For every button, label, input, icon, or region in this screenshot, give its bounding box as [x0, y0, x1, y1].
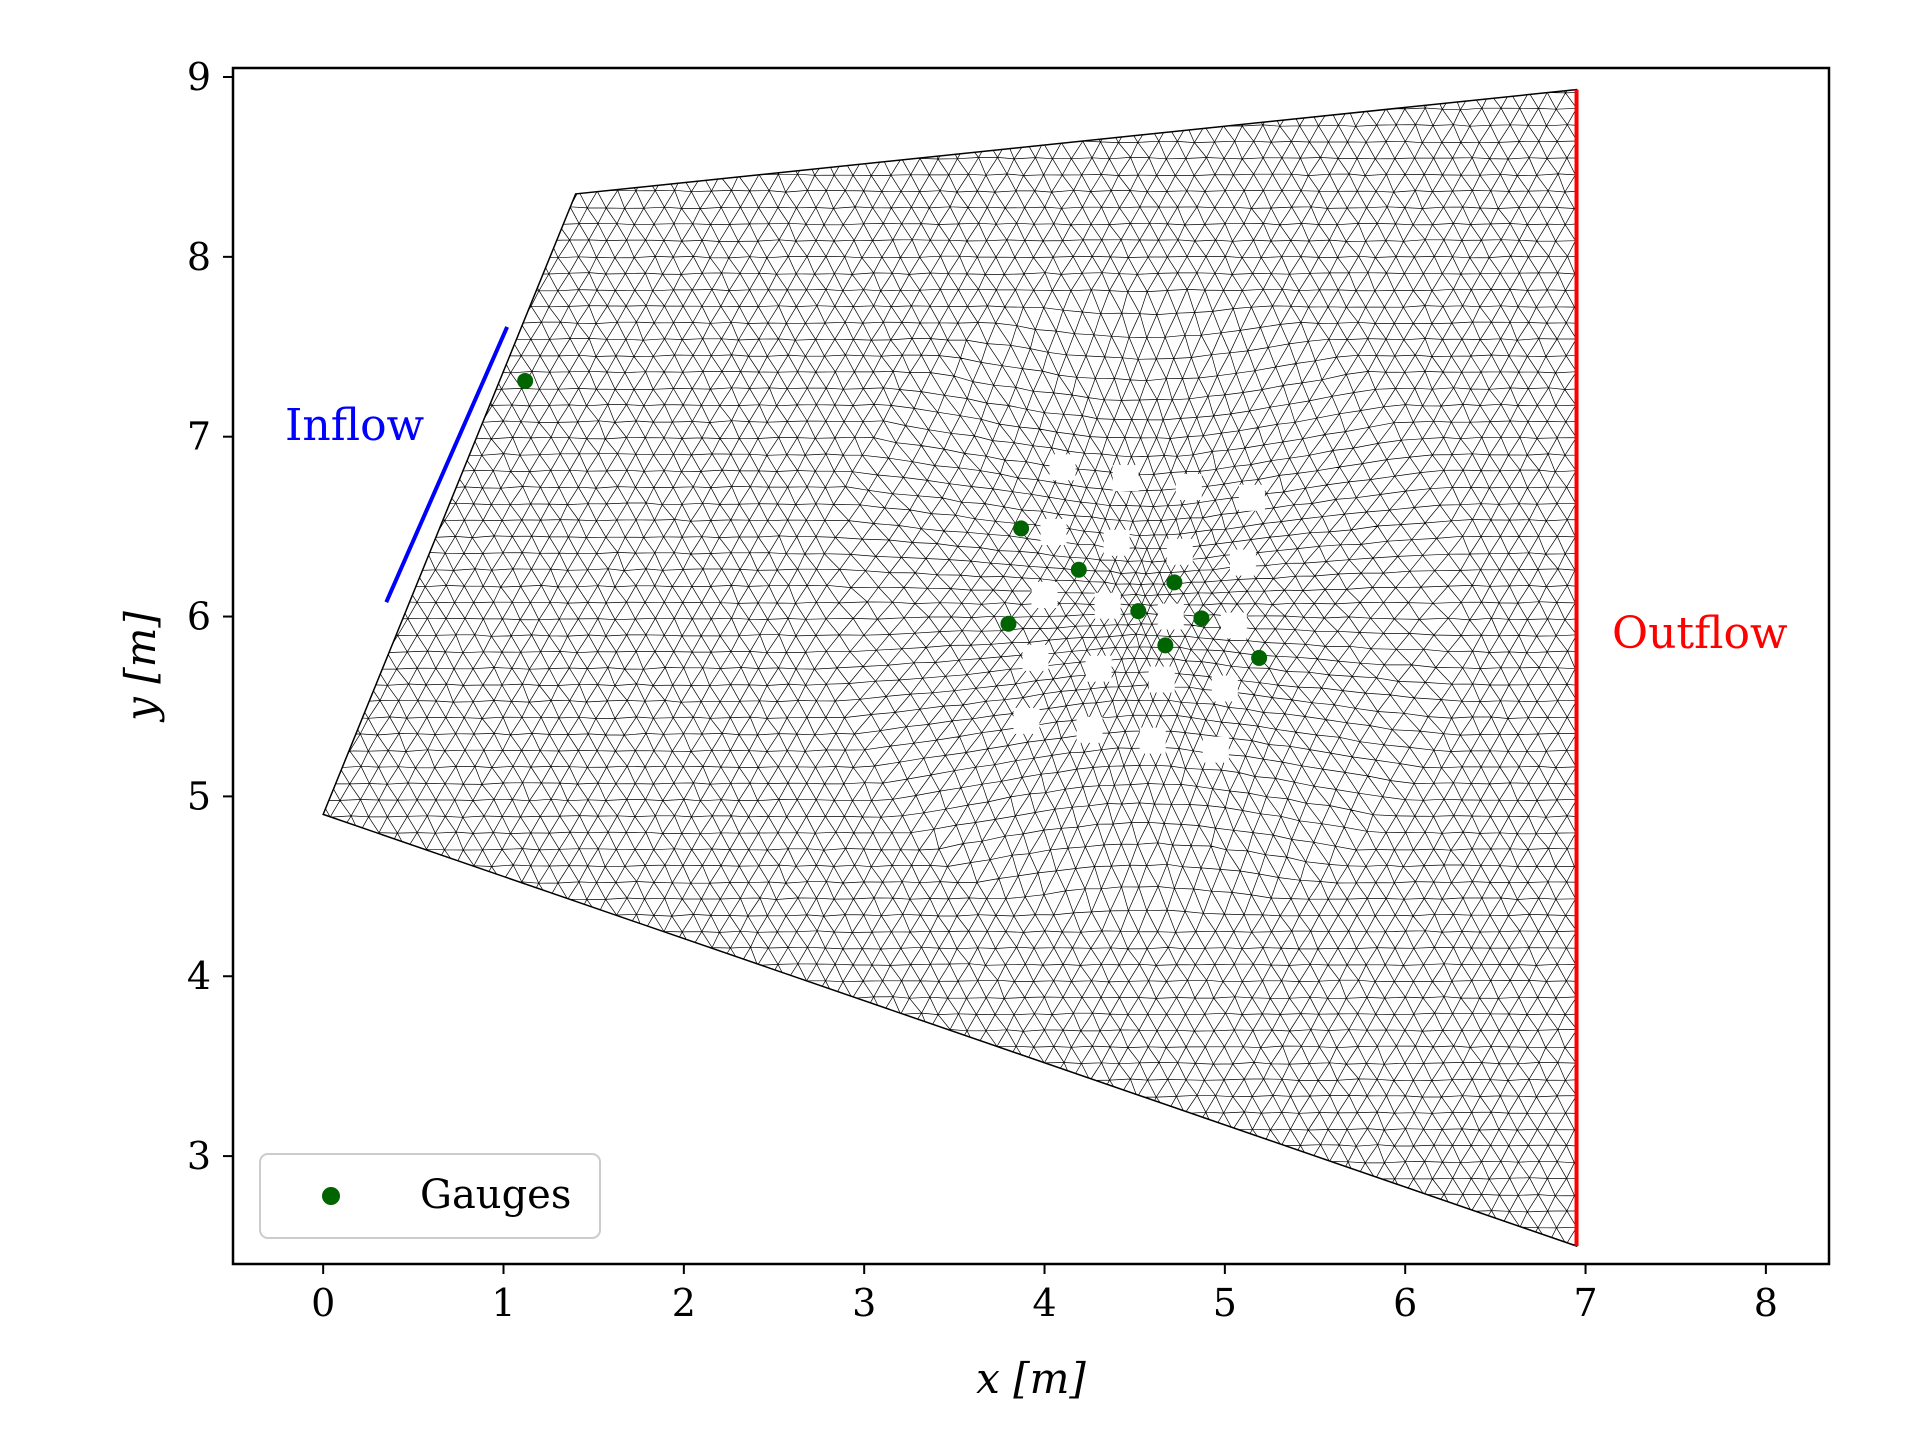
mesh-edges: [323, 89, 1577, 1247]
obstacle-square: [1139, 727, 1166, 754]
gauge-point: [1070, 561, 1087, 578]
obstacle-square: [1031, 581, 1058, 608]
inflow-boundary: [384, 326, 509, 603]
x-tick-label: 3: [852, 1281, 876, 1325]
gauge-point: [1157, 637, 1174, 654]
inflow-label: Inflow: [285, 400, 425, 451]
y-tick-label: 7: [187, 415, 211, 459]
x-axis-ticks: 0 1 2 3 4 5 6 7 8: [311, 1264, 1778, 1325]
outflow-label: Outflow: [1612, 608, 1788, 659]
y-tick-label: 3: [187, 1134, 211, 1178]
legend-gauge-marker: [322, 1187, 340, 1205]
legend-box: [259, 1153, 601, 1239]
obstacle-square: [1022, 644, 1049, 671]
x-tick-label: 5: [1213, 1281, 1237, 1325]
x-tick-label: 4: [1032, 1281, 1056, 1325]
obstacle-square: [1076, 716, 1103, 743]
obstacle-square: [1157, 603, 1184, 630]
obstacle-square: [1229, 549, 1256, 576]
gauge-point: [1251, 649, 1268, 666]
x-tick-label: 8: [1754, 1281, 1778, 1325]
triangular-mesh: [323, 89, 1577, 1247]
y-axis-ticks: 3 4 5 6 7 8 9: [187, 55, 233, 1178]
x-tick-label: 6: [1393, 1281, 1417, 1325]
x-tick-label: 1: [491, 1281, 515, 1325]
y-axis-label: y [m]: [116, 611, 165, 723]
obstacle-square: [1220, 612, 1247, 639]
plot-frame: [231, 66, 1831, 1266]
obstacle-square: [1103, 529, 1130, 556]
obstacle-square: [1112, 465, 1139, 492]
gauge-point: [1130, 603, 1147, 620]
obstacle-square: [1175, 474, 1202, 501]
gauge-point: [1166, 574, 1183, 591]
obstacles: [1013, 454, 1265, 763]
y-tick-label: 8: [187, 235, 211, 279]
domain-background: [323, 89, 1577, 1247]
obstacle-square: [1166, 538, 1193, 565]
y-tick-label: 5: [187, 774, 211, 818]
obstacle-square: [1211, 675, 1238, 702]
obstacle-square: [1013, 707, 1040, 734]
y-tick-label: 9: [187, 55, 211, 99]
gauge-point: [1193, 610, 1210, 627]
gauge-points: [517, 372, 1268, 666]
x-tick-label: 7: [1573, 1281, 1597, 1325]
x-tick-label: 2: [672, 1281, 696, 1325]
legend-gauges-label: Gauges: [420, 1172, 571, 1218]
y-tick-label: 4: [187, 954, 211, 998]
obstacle-square: [1040, 519, 1067, 546]
obstacle-square: [1085, 655, 1112, 682]
x-axis-label: x [m]: [976, 1354, 1086, 1403]
gauge-point: [1013, 520, 1030, 537]
gauge-point: [1000, 615, 1017, 632]
obstacle-square: [1148, 666, 1175, 693]
obstacle-square: [1202, 736, 1229, 763]
obstacle-square: [1049, 454, 1076, 481]
obstacle-square: [1238, 484, 1265, 511]
legend: Gauges: [259, 1153, 601, 1239]
x-tick-label: 0: [311, 1281, 335, 1325]
obstacle-square: [1094, 592, 1121, 619]
gauge-point: [517, 372, 534, 389]
y-tick-label: 6: [187, 595, 211, 639]
